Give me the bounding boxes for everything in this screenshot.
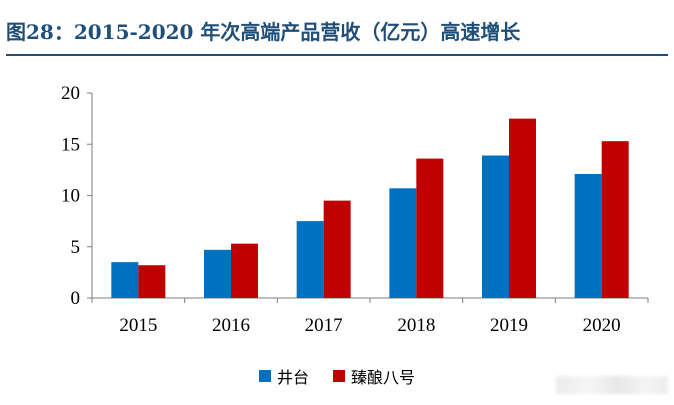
bar-series-1	[482, 155, 509, 298]
title-divider	[6, 54, 668, 56]
bar-series-1	[389, 188, 417, 298]
legend-label-series-1: 井台	[276, 368, 309, 387]
legend-item-series-1: 井台	[258, 364, 309, 388]
legend-swatch-series-2	[333, 370, 345, 382]
bar-series-2	[231, 243, 258, 298]
watermark	[556, 376, 668, 394]
chart-title: 图28：2015-2020 年次高端产品营收（亿元）高速增长	[6, 20, 521, 44]
x-tick-label: 2020	[583, 315, 621, 336]
bar-series-2	[138, 265, 166, 298]
y-tick-label: 20	[61, 83, 80, 104]
x-tick-label: 2017	[305, 315, 343, 336]
bar-series-1	[204, 249, 231, 298]
bar-series-2	[509, 118, 536, 298]
x-tick-label: 2019	[490, 315, 528, 336]
legend-item-series-2: 臻酿八号	[333, 364, 415, 388]
x-tick-label: 2015	[119, 315, 157, 336]
bar-series-1	[574, 173, 602, 298]
bar-series-1	[296, 221, 324, 298]
bar-series-2	[323, 200, 351, 298]
legend-label-series-2: 臻酿八号	[351, 368, 416, 387]
chart-legend: 井台 臻酿八号	[0, 363, 674, 389]
y-tick-label: 0	[71, 288, 81, 309]
x-tick-label: 2016	[212, 315, 250, 336]
bar-series-2	[601, 141, 629, 298]
y-tick-label: 5	[71, 237, 81, 258]
bar-series-1	[111, 262, 139, 298]
y-tick-label: 15	[61, 134, 80, 155]
x-tick-label: 2018	[397, 315, 435, 336]
legend-swatch-series-1	[258, 370, 271, 382]
y-tick-label: 10	[61, 186, 80, 207]
bar-series-2	[416, 158, 444, 298]
